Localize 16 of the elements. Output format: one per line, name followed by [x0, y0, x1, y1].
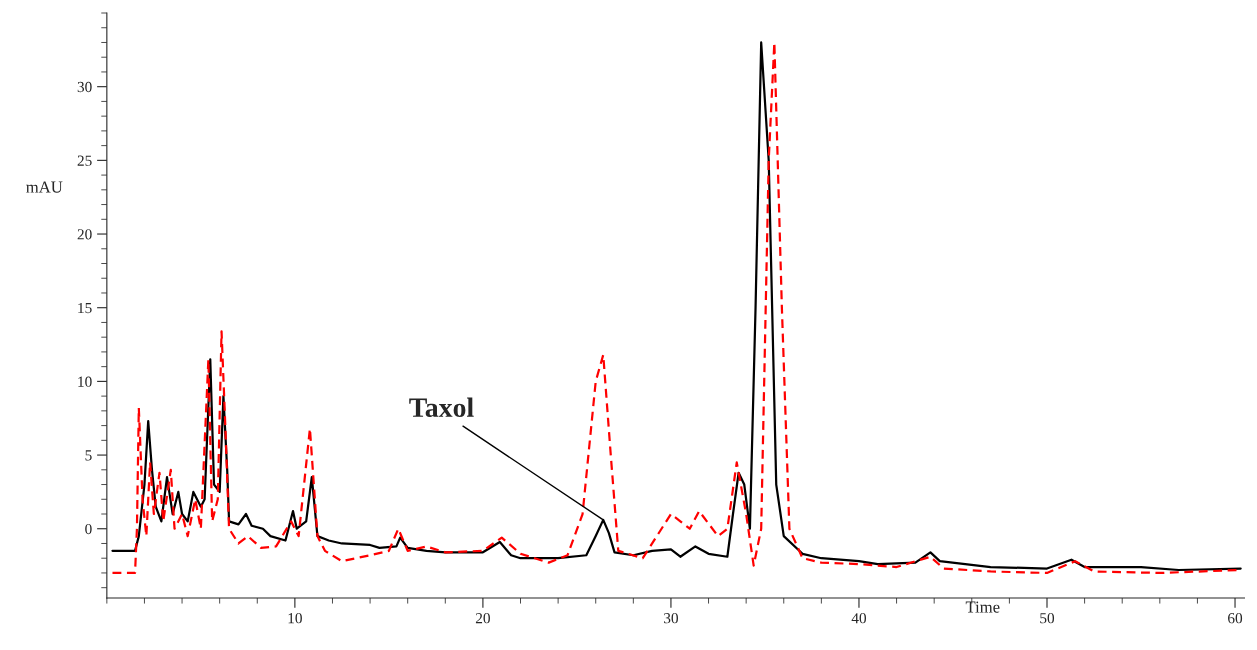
x-axis-title: Time [965, 601, 1000, 613]
y-tick-label: 20 [77, 229, 92, 240]
x-tick-label: 10 [288, 613, 302, 624]
x-tick-label: 60 [1228, 613, 1243, 624]
x-tick-label: 20 [475, 613, 490, 624]
y-tick-label: 30 [77, 81, 92, 93]
y-tick-label: 0 [85, 523, 92, 535]
y-axis-title: mAU [26, 181, 63, 193]
x-tick-label: 30 [664, 613, 678, 624]
annotation: Taxol [409, 397, 474, 418]
x-tick-label: 50 [1040, 613, 1055, 624]
y-tick-label: 15 [78, 302, 92, 314]
x-tick-label: 40 [851, 613, 867, 624]
y-tick-label: 5 [85, 450, 92, 461]
y-tick-label: 25 [77, 155, 92, 166]
y-tick-label: 10 [78, 376, 92, 387]
